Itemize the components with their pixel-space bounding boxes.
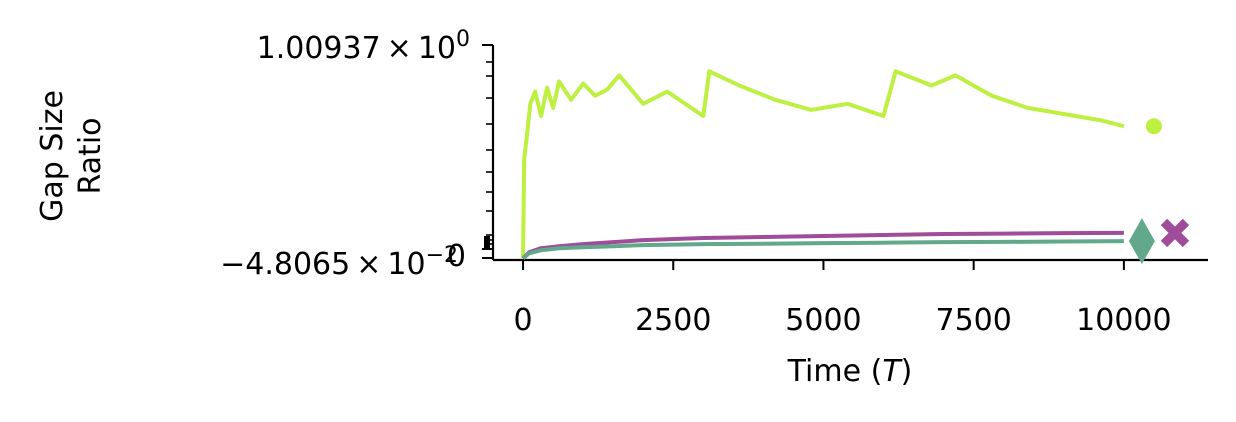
x-tick-label: 5000 [785, 303, 861, 338]
series-lines [521, 69, 1125, 260]
y-tick-cluster-mark [484, 236, 490, 250]
x-tick-label: 0 [513, 303, 532, 338]
series-marker-diamond [1128, 218, 1155, 265]
x-tick-label: 7500 [935, 303, 1011, 338]
series-markers [1128, 118, 1190, 265]
y-axis-label: Gap Size [35, 90, 70, 222]
series-marker-circle [1145, 118, 1162, 135]
y-tick-label-bottom: −4.8065 × 10−2 [220, 243, 458, 282]
x-axis-label: Time (T) [787, 354, 913, 389]
y-tick-label-zero: 0 [447, 239, 466, 274]
x-tick-label: 2500 [635, 303, 711, 338]
y-axis-label-line2: Ratio [73, 117, 108, 194]
x-ticks: 0 2500 5000 7500 10000 [513, 260, 1172, 338]
x-tick-label: 10000 [1076, 303, 1171, 338]
series-marker-x [1160, 218, 1190, 248]
series-line-0 [521, 69, 1125, 259]
y-tick-label-top: 1.00937 × 100 [257, 27, 470, 66]
series-line-2 [521, 239, 1124, 260]
